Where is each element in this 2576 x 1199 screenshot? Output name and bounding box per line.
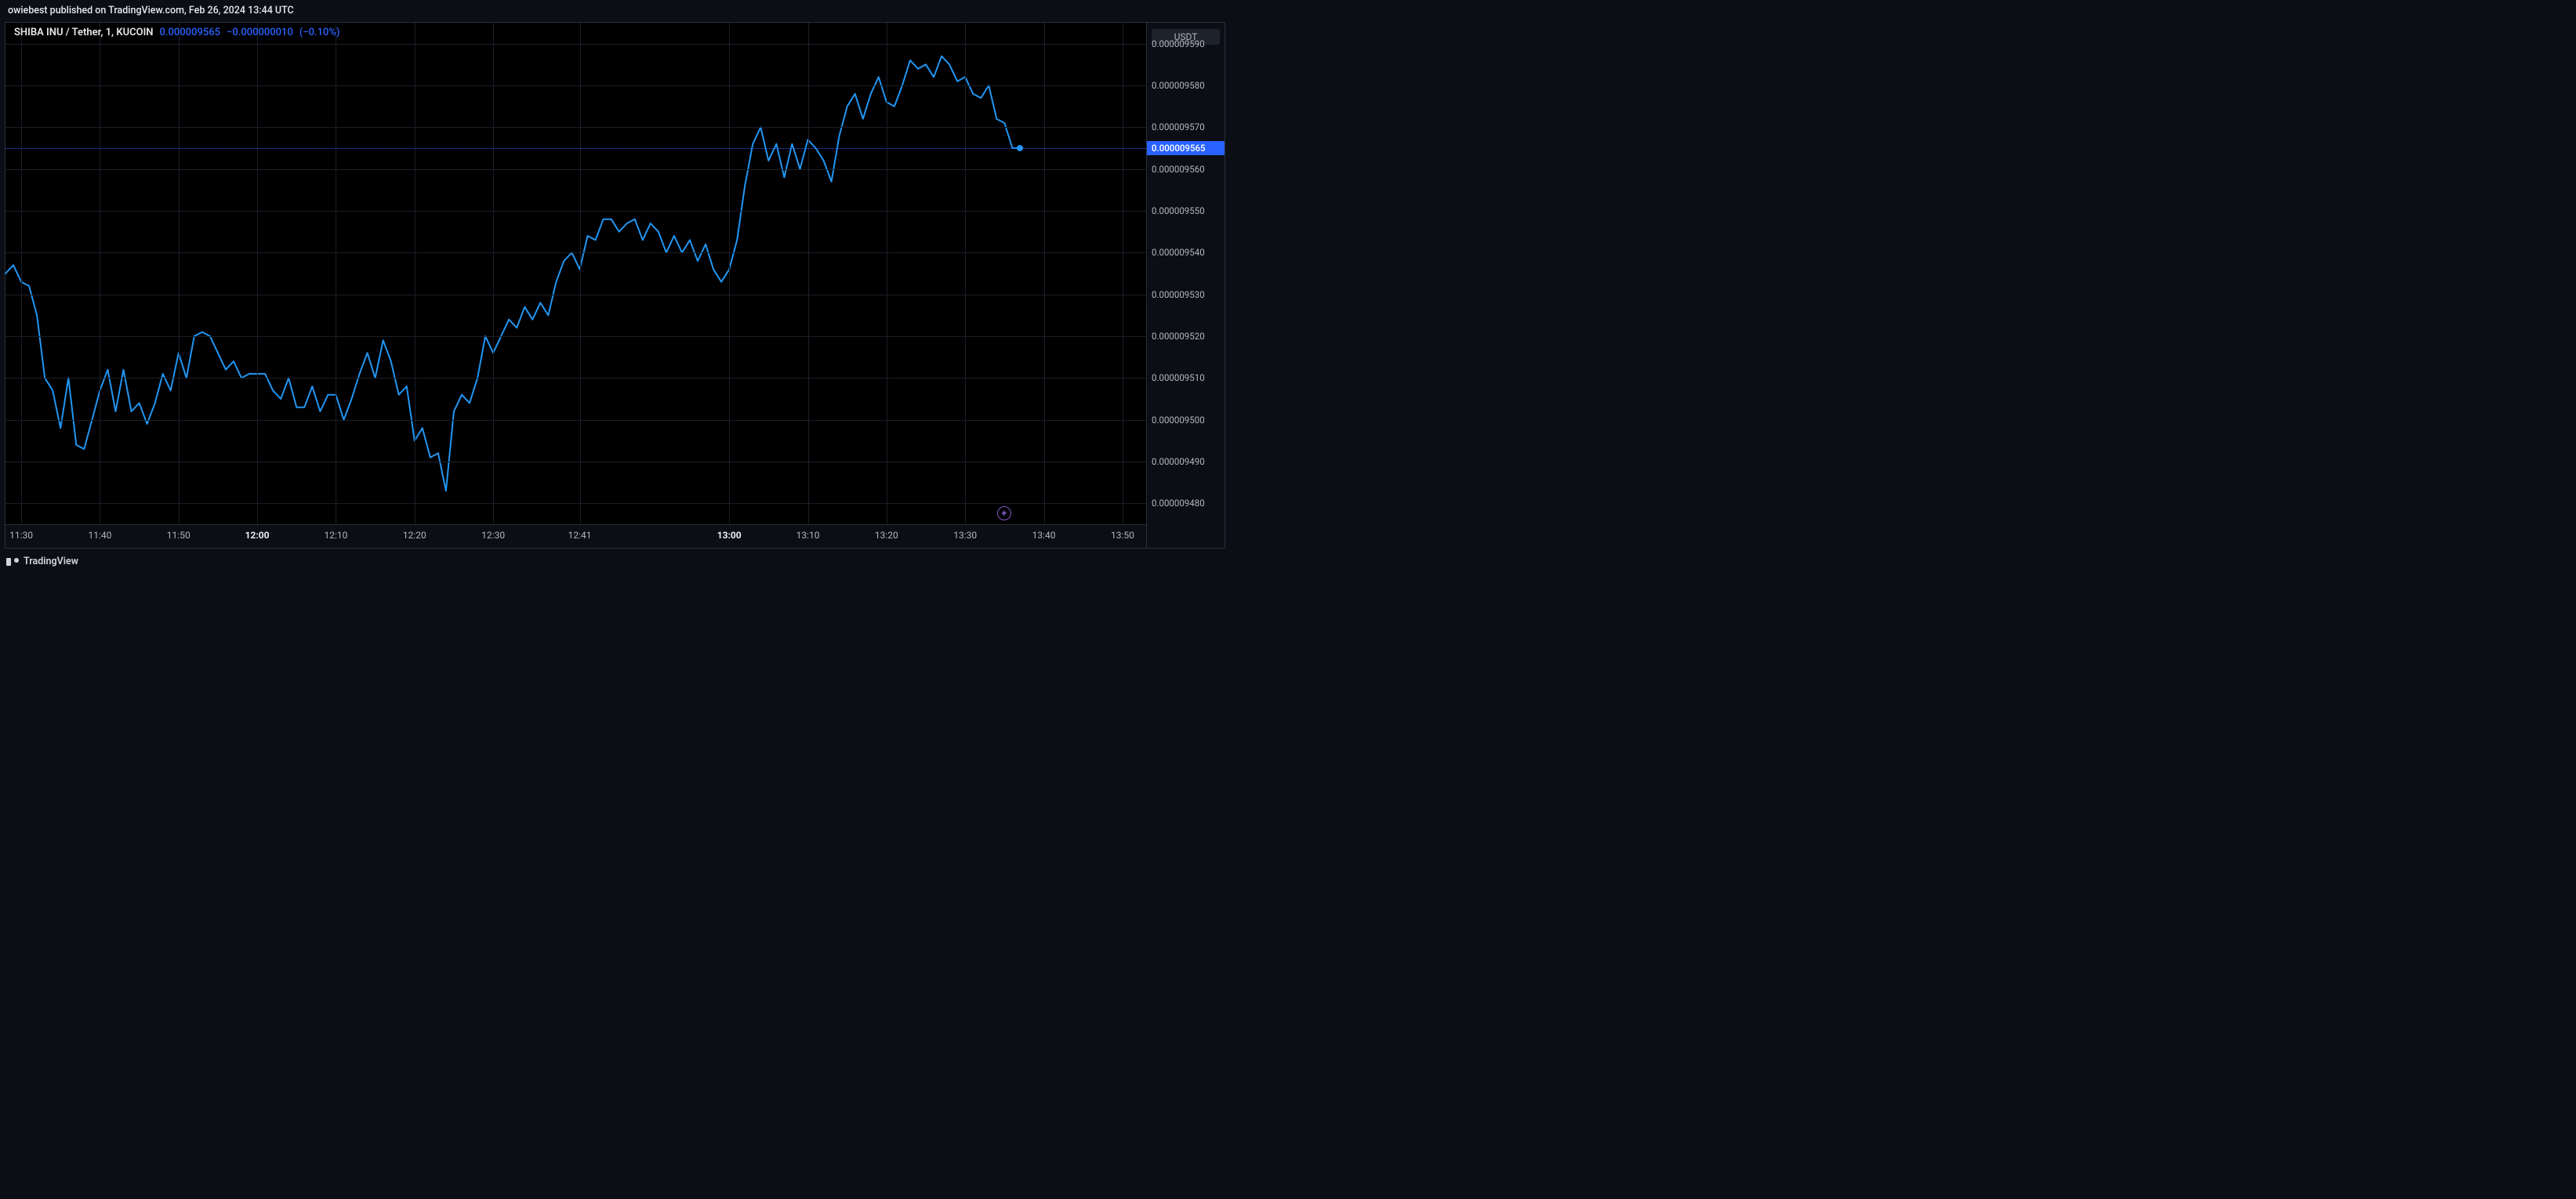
chart-legend: SHIBA INU / Tether, 1, KUCOIN 0.00000956… [14,27,340,38]
y-tick-label: 0.000009490 [1152,456,1205,467]
y-tick-label: 0.000009570 [1152,121,1205,132]
x-tick-label: 13:30 [953,530,977,541]
gridline-horizontal [5,378,1146,379]
flash-icon[interactable] [997,506,1011,520]
x-tick-label: 12:41 [568,530,592,541]
y-tick-label: 0.000009560 [1152,164,1205,175]
gridline-vertical [808,23,809,524]
symbol-label: SHIBA INU / Tether, 1, KUCOIN [14,27,154,38]
x-tick-label: 13:00 [717,530,742,541]
publish-text: owiebest published on TradingView.com, F… [8,5,294,16]
x-tick-label: 11:40 [88,530,111,541]
gridline-vertical [1044,23,1045,524]
chart-main[interactable]: 11:30 11:40 11:50 12:00 12:10 12:20 12:30 12:41… [5,23,1146,548]
gridline-horizontal [5,85,1146,86]
gridline-horizontal [5,44,1146,45]
price-line-series [5,23,1146,524]
y-tick-label: 0.000009550 [1152,205,1205,216]
y-tick-label: 0.000009480 [1152,498,1205,509]
gridline-horizontal [5,252,1146,253]
y-tick-label: 0.000009530 [1152,289,1205,300]
y-tick-label: 0.000009520 [1152,331,1205,342]
change-absolute: −0.000000010 [227,27,293,38]
gridline-horizontal [5,503,1146,504]
gridline-horizontal [5,420,1146,421]
current-price-badge: 0.000009565 [1147,141,1225,155]
gridline-vertical [580,23,581,524]
x-tick-label: 12:30 [481,530,505,541]
x-tick-label: 11:50 [167,530,190,541]
brand-footer: TradingView [6,556,78,567]
gridline-vertical [493,23,494,524]
x-tick-label: 11:30 [9,530,33,541]
change-percent: (−0.10%) [299,27,340,38]
y-tick-label: 0.000009540 [1152,247,1205,258]
gridline-horizontal [5,336,1146,337]
x-axis[interactable]: 11:30 11:40 11:50 12:00 12:10 12:20 12:30 12:41… [5,524,1146,548]
x-tick-label: 13:20 [875,530,898,541]
x-tick-label: 13:50 [1111,530,1134,541]
current-price-line [5,148,1146,149]
y-tick-label: 0.000009500 [1152,415,1205,426]
y-axis[interactable]: USDT 0.0000094800.0000094900.0000095000.… [1146,23,1225,548]
gridline-vertical [257,23,258,524]
publish-info: owiebest published on TradingView.com, F… [0,0,1228,22]
series-endpoint-marker [1017,145,1023,151]
last-value: 0.000009565 [160,27,221,38]
y-tick-label: 0.000009580 [1152,80,1205,91]
brand-name: TradingView [24,556,78,567]
x-tick-label: 13:40 [1032,530,1056,541]
gridline-vertical [179,23,180,524]
y-tick-label: 0.000009590 [1152,38,1205,49]
plot-area[interactable] [5,23,1146,524]
y-tick-label: 0.000009510 [1152,372,1205,383]
x-tick-label: 12:10 [324,530,347,541]
x-tick-label: 12:20 [403,530,426,541]
x-tick-label: 12:00 [245,530,270,541]
gridline-vertical [729,23,730,524]
gridline-vertical [965,23,966,524]
gridline-vertical [21,23,22,524]
tradingview-logo-icon [6,558,19,566]
x-tick-label: 13:10 [796,530,820,541]
chart-root: owiebest published on TradingView.com, F… [0,0,1228,572]
gridline-horizontal [5,211,1146,212]
chart-panel: 11:30 11:40 11:50 12:00 12:10 12:20 12:30 12:41… [5,22,1225,549]
gridline-horizontal [5,169,1146,170]
gridline-horizontal [5,127,1146,128]
